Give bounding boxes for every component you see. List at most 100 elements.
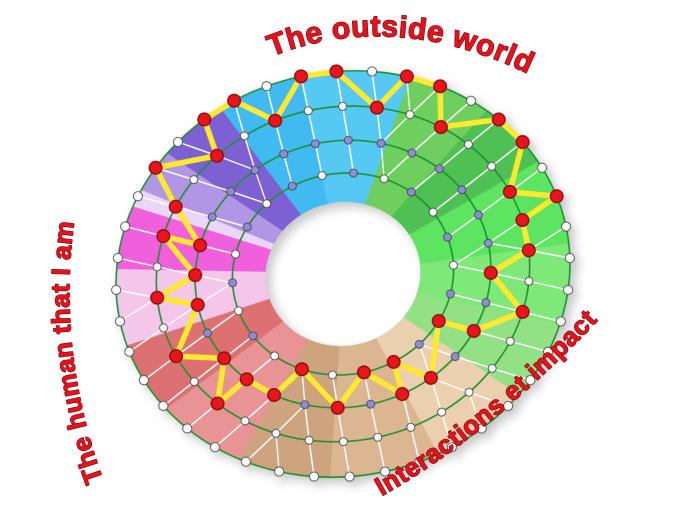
node: [261, 81, 272, 92]
node: [262, 199, 272, 209]
node: [242, 222, 252, 232]
node: [172, 136, 183, 148]
node: [287, 181, 297, 191]
node: [344, 471, 355, 482]
node: [407, 148, 417, 158]
node: [338, 437, 348, 447]
node: [474, 210, 483, 220]
node: [271, 428, 281, 438]
node: [463, 140, 473, 149]
node: [226, 187, 236, 196]
node: [209, 442, 221, 453]
node: [138, 375, 149, 386]
red-node: [188, 268, 203, 283]
red-node: [268, 113, 283, 128]
node: [537, 162, 548, 173]
node: [203, 328, 212, 338]
red-node: [294, 362, 309, 377]
node: [564, 253, 575, 264]
red-node: [150, 290, 165, 305]
node: [114, 316, 126, 327]
node: [483, 238, 493, 248]
red-node: [399, 69, 414, 84]
node: [373, 432, 383, 442]
red-node: [267, 388, 282, 403]
node: [207, 212, 217, 222]
wheel: [111, 64, 575, 482]
node: [248, 331, 258, 341]
red-node: [168, 199, 183, 214]
node: [448, 260, 458, 270]
node: [111, 284, 122, 295]
red-node: [239, 372, 254, 387]
red-node: [193, 238, 208, 253]
node: [250, 165, 260, 175]
node: [152, 262, 162, 272]
red-node: [148, 160, 163, 175]
node: [366, 66, 378, 77]
node: [328, 370, 337, 380]
node: [112, 252, 123, 264]
red-node: [466, 324, 481, 339]
red-node: [521, 243, 536, 258]
node: [366, 399, 376, 409]
node: [437, 407, 447, 417]
node: [476, 423, 487, 434]
node: [239, 131, 249, 141]
node: [450, 352, 460, 361]
node: [446, 289, 455, 299]
node: [481, 298, 491, 308]
red-node: [423, 370, 438, 385]
red-node: [515, 213, 530, 228]
node: [231, 249, 240, 259]
red-node: [483, 265, 498, 280]
red-node: [190, 297, 205, 312]
node: [240, 416, 250, 426]
node: [124, 346, 135, 357]
node: [406, 187, 416, 197]
node: [524, 276, 534, 286]
node: [428, 207, 438, 217]
node: [132, 191, 143, 202]
node: [279, 149, 289, 159]
nodes: [111, 66, 575, 482]
node: [303, 106, 313, 116]
node: [505, 336, 515, 346]
red-node: [386, 354, 401, 369]
node: [310, 139, 320, 149]
node: [304, 435, 314, 445]
red-node: [433, 79, 448, 94]
red-node: [433, 120, 448, 135]
red-node: [217, 351, 232, 366]
red-node: [431, 313, 446, 328]
node: [465, 95, 477, 106]
red-node: [491, 112, 506, 127]
node: [343, 135, 353, 145]
label-outside-world: The outside world: [263, 10, 539, 80]
node: [120, 221, 131, 232]
node: [446, 442, 457, 453]
node: [158, 400, 169, 411]
node: [414, 456, 425, 467]
node: [270, 351, 280, 361]
red-node: [515, 135, 530, 150]
red-node: [502, 184, 517, 199]
red-node: [227, 93, 242, 108]
node: [349, 168, 358, 178]
red-node: [330, 400, 345, 415]
node: [317, 171, 327, 181]
red-node: [549, 189, 564, 204]
red-node: [356, 365, 371, 380]
red-node: [369, 100, 384, 115]
node: [406, 422, 416, 432]
node: [560, 221, 572, 232]
node: [487, 363, 497, 373]
label-human-that-i-am: The human that I am: [45, 219, 109, 488]
red-node: [294, 69, 309, 84]
node: [563, 284, 574, 296]
red-node: [329, 64, 344, 79]
red-node: [156, 229, 171, 244]
node: [379, 174, 389, 184]
